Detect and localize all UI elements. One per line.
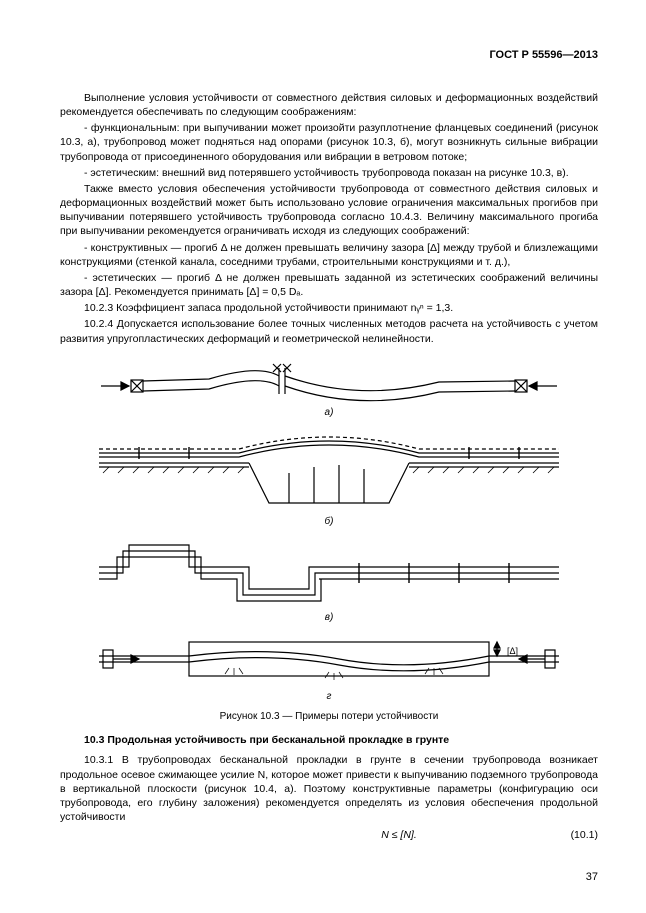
figure-10-3-g: [Δ] (99, 632, 559, 688)
equation: N ≤ [N]. (260, 828, 538, 842)
figure-10-3-a (99, 354, 559, 404)
paragraph: - функциональным: при выпучивании может … (60, 121, 598, 164)
equation-row: N ≤ [N]. (10.1) (60, 828, 598, 842)
figure-label-v: в) (60, 611, 598, 625)
page: ГОСТ Р 55596—2013 Выполнение условия уст… (0, 0, 646, 913)
figure-caption: Рисунок 10.3 — Примеры потери устойчивос… (60, 710, 598, 724)
doc-header: ГОСТ Р 55596—2013 (60, 48, 598, 63)
delta-label: [Δ] (507, 646, 518, 656)
figure-label-a: а) (60, 406, 598, 420)
section-title: 10.3 Продольная устойчивость при бескана… (60, 733, 598, 747)
figure-10-3-v (99, 537, 559, 609)
paragraph: 10.3.1 В трубопроводах бесканальной прок… (60, 753, 598, 824)
paragraph: Также вместо условия обеспечения устойчи… (60, 182, 598, 239)
paragraph: - эстетических — прогиб Δ не должен прев… (60, 271, 598, 299)
page-number: 37 (586, 870, 598, 885)
paragraph: - эстетическим: внешний вид потерявшего … (60, 166, 598, 180)
paragraph: - конструктивных — прогиб Δ не должен пр… (60, 241, 598, 269)
paragraph: 10.2.3 Коэффициент запаса продольной уст… (60, 301, 598, 315)
figure-label-b: б) (60, 515, 598, 529)
paragraph: 10.2.4 Допускается использование более т… (60, 317, 598, 345)
figure-label-g: г (60, 690, 598, 704)
equation-number: (10.1) (538, 828, 598, 842)
figure-10-3-b (99, 427, 559, 513)
paragraph: Выполнение условия устойчивости от совме… (60, 91, 598, 119)
